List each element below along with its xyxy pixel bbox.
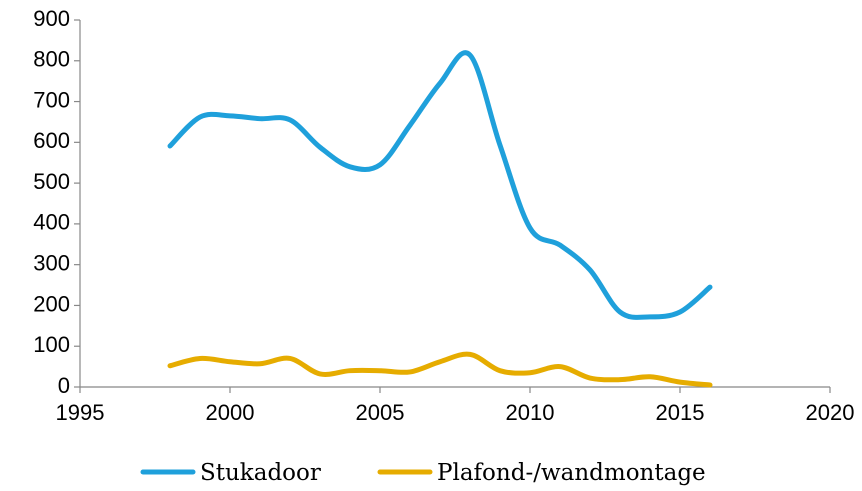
y-tick-label: 300 <box>33 250 70 275</box>
x-tick-label: 2005 <box>356 400 405 425</box>
y-tick-label: 700 <box>33 87 70 112</box>
legend-label: Stukadoor <box>200 460 321 486</box>
y-tick-label: 800 <box>33 47 70 72</box>
x-tick-label: 2020 <box>806 400 855 425</box>
y-tick-label: 200 <box>33 291 70 316</box>
y-tick-label: 600 <box>33 128 70 153</box>
y-tick-label: 400 <box>33 210 70 235</box>
x-tick-label: 2015 <box>656 400 705 425</box>
series-line <box>167 351 713 388</box>
x-tick-label: 2010 <box>506 400 555 425</box>
x-tick-label: 1995 <box>56 400 105 425</box>
x-tick-label: 2000 <box>206 400 255 425</box>
legend-label: Plafond-/wandmontage <box>437 460 706 486</box>
series-line <box>167 50 713 320</box>
y-tick-label: 500 <box>33 169 70 194</box>
y-tick-label: 0 <box>58 373 70 398</box>
y-tick-label: 900 <box>33 6 70 31</box>
y-tick-label: 100 <box>33 332 70 357</box>
